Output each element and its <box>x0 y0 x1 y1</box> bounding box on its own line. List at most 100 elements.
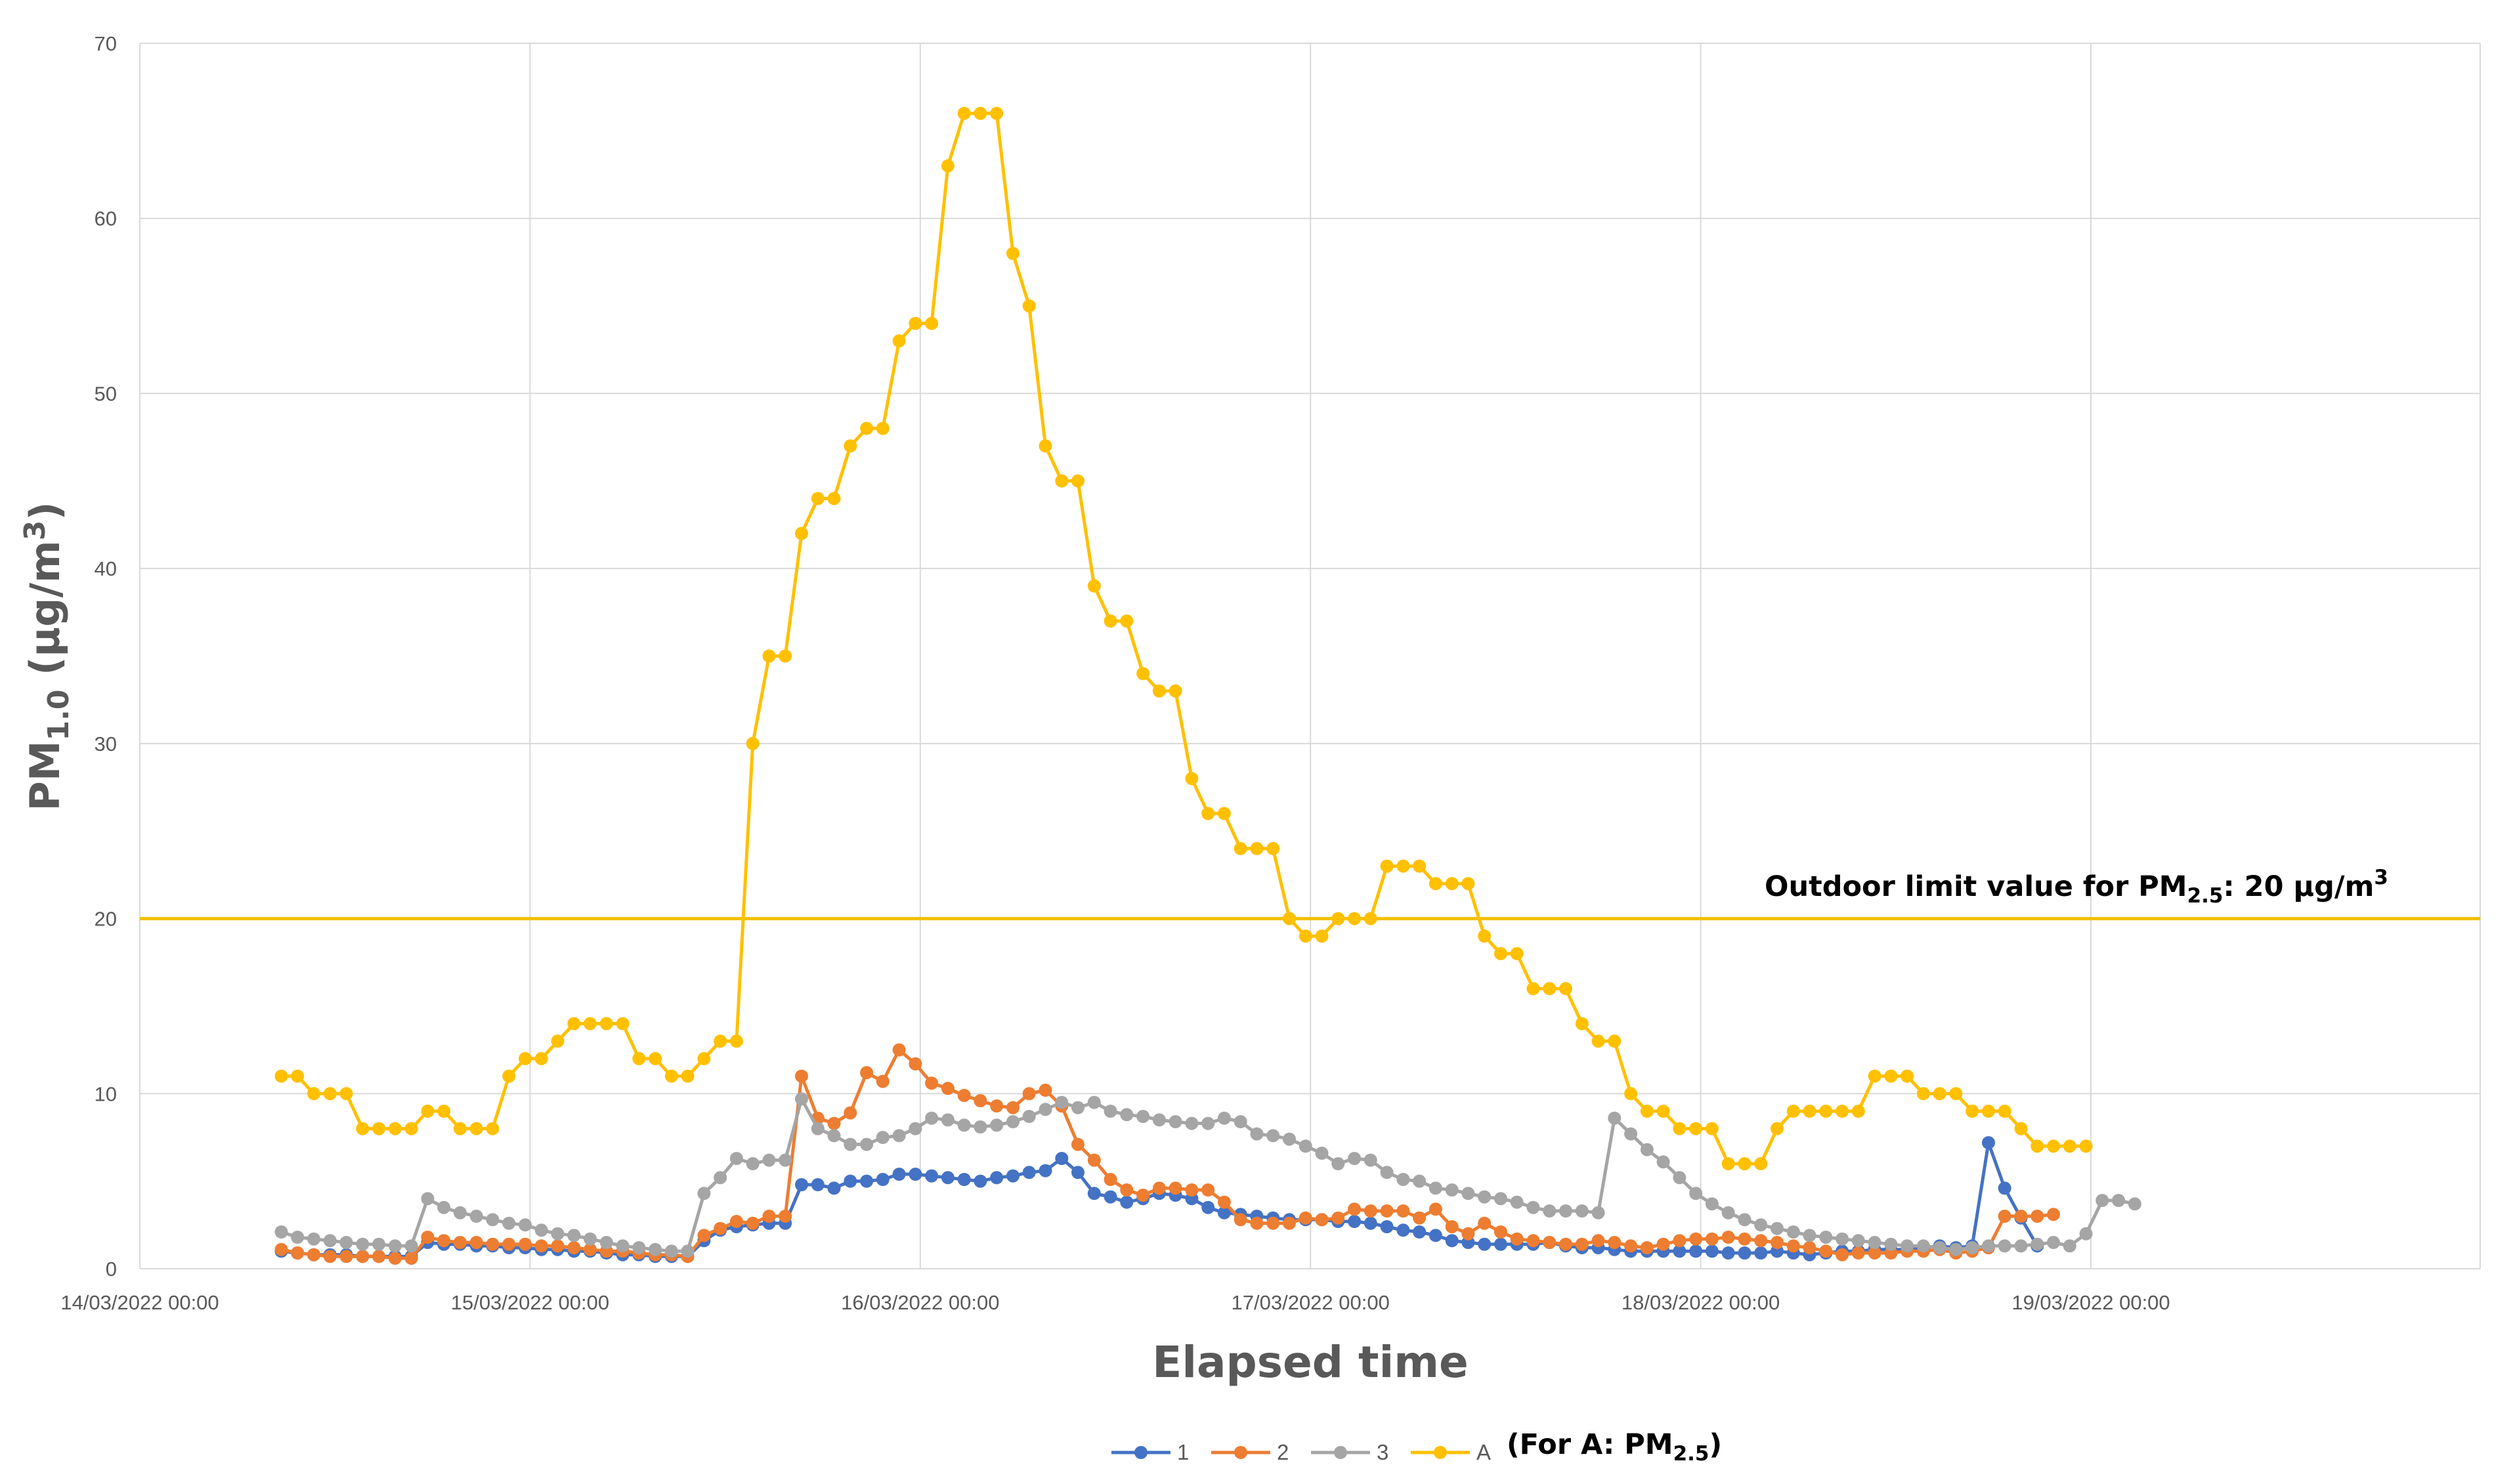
data-point <box>1510 1232 1524 1246</box>
data-point <box>1478 1237 1492 1251</box>
data-point <box>844 439 857 453</box>
data-point <box>2030 1237 2044 1251</box>
data-point <box>1478 1216 1492 1230</box>
data-point <box>1201 1183 1215 1197</box>
data-point <box>1949 1242 1963 1256</box>
data-point <box>1445 877 1459 891</box>
data-point <box>1608 1111 1622 1125</box>
data-point <box>876 1131 890 1144</box>
data-point <box>1738 1213 1751 1227</box>
data-point <box>1136 1110 1150 1123</box>
data-point <box>1087 579 1101 593</box>
data-point <box>876 421 890 435</box>
data-point <box>1266 1216 1280 1230</box>
y-tick-label: 20 <box>95 908 117 931</box>
data-point <box>1413 1211 1427 1225</box>
data-point <box>1933 1087 1946 1101</box>
reference-label-sub: 2.5 <box>2187 884 2223 908</box>
data-point <box>1624 1239 1638 1253</box>
data-point <box>307 1248 320 1261</box>
data-point <box>356 1237 370 1251</box>
data-point <box>469 1236 483 1249</box>
data-point <box>534 1051 548 1065</box>
data-point <box>551 1227 565 1240</box>
data-point <box>2079 1227 2093 1240</box>
data-point <box>1738 1157 1751 1170</box>
data-point <box>827 1129 841 1143</box>
data-point <box>1982 1136 1995 1149</box>
reference-line-label: Outdoor limit value for PM2.5: 20 µg/m3 <box>1765 866 2388 908</box>
data-point <box>1543 1236 1557 1249</box>
data-point <box>291 1246 305 1260</box>
data-point <box>1283 1216 1296 1230</box>
data-point <box>1006 1115 1020 1128</box>
data-point <box>746 736 760 750</box>
data-point <box>437 1200 451 1214</box>
data-point <box>1234 841 1247 855</box>
y-axis-title-base: PM <box>21 740 69 811</box>
data-point <box>697 1187 711 1200</box>
data-point <box>1364 912 1377 925</box>
y-axis-title-unit-sup: 3 <box>18 520 52 541</box>
data-point <box>1884 1069 1898 1083</box>
data-point <box>388 1122 402 1135</box>
legend-label: A <box>1476 1440 1491 1464</box>
data-point <box>746 1157 760 1170</box>
data-point <box>632 1241 646 1254</box>
y-tick-label: 60 <box>95 207 117 230</box>
data-point <box>1413 1225 1427 1239</box>
data-point <box>323 1250 337 1263</box>
data-point <box>1836 1105 1849 1118</box>
data-point <box>909 1057 922 1071</box>
data-point <box>1380 1204 1394 1218</box>
data-point <box>339 1236 353 1249</box>
data-point <box>1998 1239 2011 1253</box>
data-point <box>2112 1194 2126 1207</box>
data-point <box>1705 1122 1719 1135</box>
data-point <box>453 1236 467 1249</box>
data-point <box>1461 1187 1475 1200</box>
data-point <box>2063 1139 2076 1153</box>
reference-label-sup: 3 <box>2374 866 2388 889</box>
data-point <box>1705 1232 1719 1246</box>
data-point <box>1315 929 1329 943</box>
data-point <box>1185 1183 1199 1197</box>
data-point <box>1819 1105 1833 1118</box>
data-point <box>356 1122 370 1135</box>
data-point <box>795 1092 808 1106</box>
data-point <box>1478 1190 1492 1204</box>
data-point <box>974 1174 987 1188</box>
data-point <box>1803 1229 1816 1242</box>
reference-label-mid: : 20 µg/m <box>2223 870 2374 903</box>
y-axis-title-sub: 1.0 <box>42 690 75 741</box>
data-point <box>1217 1111 1231 1125</box>
data-point <box>860 421 874 435</box>
data-point <box>1640 1143 1654 1156</box>
data-point <box>307 1087 320 1101</box>
data-point <box>1884 1237 1898 1251</box>
data-point <box>1559 1237 1572 1251</box>
data-point <box>1965 1241 1979 1254</box>
y-tick-label: 30 <box>95 732 117 755</box>
data-point <box>990 1118 1004 1132</box>
data-point <box>1022 1087 1036 1101</box>
legend-swatch-marker <box>1134 1446 1148 1459</box>
data-point <box>1819 1231 1833 1244</box>
data-point <box>1982 1105 1995 1118</box>
data-point <box>1413 859 1427 873</box>
data-point <box>1721 1157 1735 1170</box>
data-point <box>599 1236 613 1249</box>
data-point <box>762 1153 776 1167</box>
data-point <box>1087 1153 1101 1167</box>
data-point <box>990 106 1004 120</box>
data-point <box>1120 1195 1134 1209</box>
data-point <box>1136 667 1150 681</box>
data-point <box>1201 1116 1215 1130</box>
data-point <box>1071 474 1085 488</box>
data-point <box>1868 1246 1881 1260</box>
data-point <box>957 1173 971 1186</box>
data-point <box>502 1237 516 1251</box>
data-point <box>1851 1105 1865 1118</box>
x-tick-label: 15/03/2022 00:00 <box>451 1291 609 1314</box>
data-point <box>1428 1202 1442 1216</box>
